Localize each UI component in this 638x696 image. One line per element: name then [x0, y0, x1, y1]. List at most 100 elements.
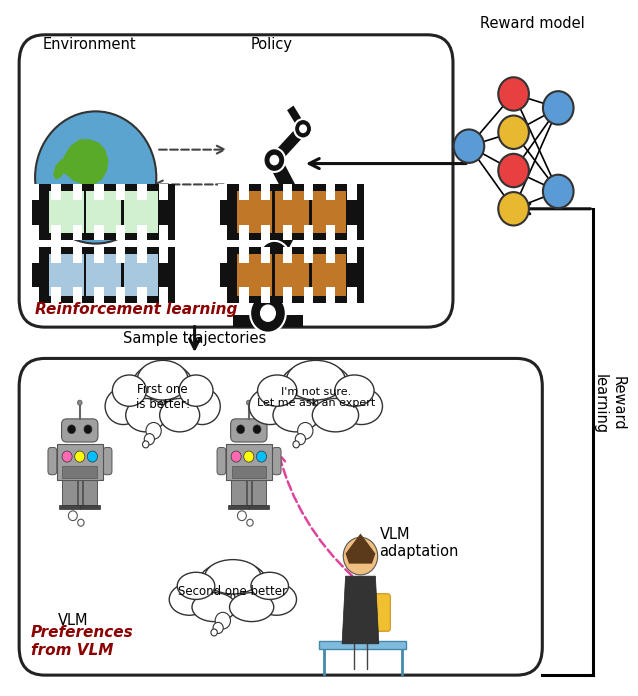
- FancyBboxPatch shape: [159, 247, 168, 262]
- Polygon shape: [258, 256, 285, 315]
- FancyBboxPatch shape: [75, 505, 91, 508]
- FancyBboxPatch shape: [78, 480, 89, 505]
- FancyBboxPatch shape: [239, 225, 249, 240]
- Circle shape: [295, 434, 306, 445]
- FancyBboxPatch shape: [283, 247, 292, 262]
- Ellipse shape: [126, 398, 166, 432]
- FancyBboxPatch shape: [237, 191, 272, 233]
- FancyBboxPatch shape: [239, 184, 249, 200]
- Ellipse shape: [105, 388, 142, 425]
- Ellipse shape: [317, 377, 371, 420]
- Ellipse shape: [261, 377, 315, 420]
- Text: VLM: VLM: [58, 612, 89, 628]
- Ellipse shape: [196, 561, 270, 615]
- Circle shape: [35, 111, 156, 244]
- Circle shape: [144, 434, 154, 445]
- Circle shape: [498, 192, 529, 226]
- Ellipse shape: [256, 583, 297, 615]
- FancyBboxPatch shape: [220, 184, 364, 240]
- Circle shape: [68, 511, 77, 521]
- Ellipse shape: [112, 375, 146, 406]
- FancyBboxPatch shape: [283, 184, 292, 200]
- FancyBboxPatch shape: [237, 254, 272, 296]
- FancyBboxPatch shape: [51, 184, 61, 200]
- FancyBboxPatch shape: [319, 641, 406, 649]
- Circle shape: [498, 154, 529, 187]
- Circle shape: [294, 119, 312, 139]
- Ellipse shape: [251, 572, 288, 599]
- FancyBboxPatch shape: [372, 594, 390, 631]
- FancyBboxPatch shape: [312, 191, 346, 233]
- Text: Reinforcement learning: Reinforcement learning: [35, 301, 237, 317]
- Circle shape: [215, 612, 230, 629]
- Ellipse shape: [286, 361, 345, 400]
- Text: Second one better: Second one better: [179, 585, 287, 599]
- Circle shape: [237, 425, 244, 434]
- FancyBboxPatch shape: [261, 287, 271, 303]
- FancyBboxPatch shape: [239, 287, 249, 303]
- Polygon shape: [271, 125, 307, 164]
- Polygon shape: [342, 576, 379, 644]
- FancyBboxPatch shape: [347, 287, 357, 303]
- Circle shape: [256, 451, 267, 462]
- Ellipse shape: [160, 398, 200, 432]
- FancyBboxPatch shape: [272, 448, 281, 475]
- FancyBboxPatch shape: [239, 247, 249, 262]
- FancyBboxPatch shape: [283, 287, 292, 303]
- Circle shape: [244, 451, 254, 462]
- Circle shape: [231, 451, 241, 462]
- FancyBboxPatch shape: [232, 466, 266, 478]
- Circle shape: [263, 148, 285, 172]
- FancyBboxPatch shape: [103, 448, 112, 475]
- FancyBboxPatch shape: [73, 184, 82, 200]
- FancyBboxPatch shape: [218, 247, 227, 262]
- FancyBboxPatch shape: [87, 191, 121, 233]
- Ellipse shape: [130, 362, 196, 425]
- Circle shape: [498, 116, 529, 149]
- Circle shape: [454, 129, 484, 163]
- Circle shape: [293, 441, 299, 448]
- FancyBboxPatch shape: [228, 505, 249, 509]
- FancyBboxPatch shape: [217, 448, 226, 475]
- FancyBboxPatch shape: [49, 191, 84, 233]
- FancyBboxPatch shape: [274, 254, 309, 296]
- FancyBboxPatch shape: [218, 184, 227, 200]
- FancyBboxPatch shape: [304, 184, 313, 200]
- FancyBboxPatch shape: [249, 505, 265, 508]
- Ellipse shape: [179, 375, 213, 406]
- Circle shape: [299, 125, 307, 133]
- FancyBboxPatch shape: [347, 225, 357, 240]
- FancyBboxPatch shape: [247, 480, 258, 505]
- FancyBboxPatch shape: [30, 225, 39, 240]
- Text: Sample trajectories: Sample trajectories: [123, 331, 266, 346]
- Polygon shape: [61, 139, 108, 184]
- Text: I'm not sure.
Let me ask an expert: I'm not sure. Let me ask an expert: [256, 386, 375, 409]
- Circle shape: [269, 155, 279, 166]
- FancyBboxPatch shape: [116, 287, 125, 303]
- FancyBboxPatch shape: [30, 247, 39, 262]
- FancyBboxPatch shape: [94, 184, 103, 200]
- Ellipse shape: [230, 592, 274, 622]
- Circle shape: [297, 422, 313, 439]
- Text: Reward
learning: Reward learning: [593, 374, 625, 434]
- Ellipse shape: [177, 572, 215, 599]
- FancyBboxPatch shape: [116, 184, 125, 200]
- Ellipse shape: [313, 398, 359, 432]
- FancyBboxPatch shape: [87, 254, 121, 296]
- Ellipse shape: [273, 398, 320, 432]
- Circle shape: [142, 441, 149, 448]
- Circle shape: [211, 629, 218, 636]
- FancyBboxPatch shape: [124, 254, 158, 296]
- FancyBboxPatch shape: [159, 287, 168, 303]
- FancyBboxPatch shape: [19, 358, 542, 675]
- Circle shape: [246, 400, 251, 405]
- Ellipse shape: [277, 362, 355, 425]
- Circle shape: [146, 422, 161, 439]
- Circle shape: [250, 294, 286, 333]
- Ellipse shape: [192, 592, 236, 622]
- FancyBboxPatch shape: [325, 225, 335, 240]
- FancyBboxPatch shape: [231, 419, 267, 442]
- FancyBboxPatch shape: [48, 448, 57, 475]
- FancyBboxPatch shape: [19, 35, 453, 327]
- FancyBboxPatch shape: [59, 505, 80, 509]
